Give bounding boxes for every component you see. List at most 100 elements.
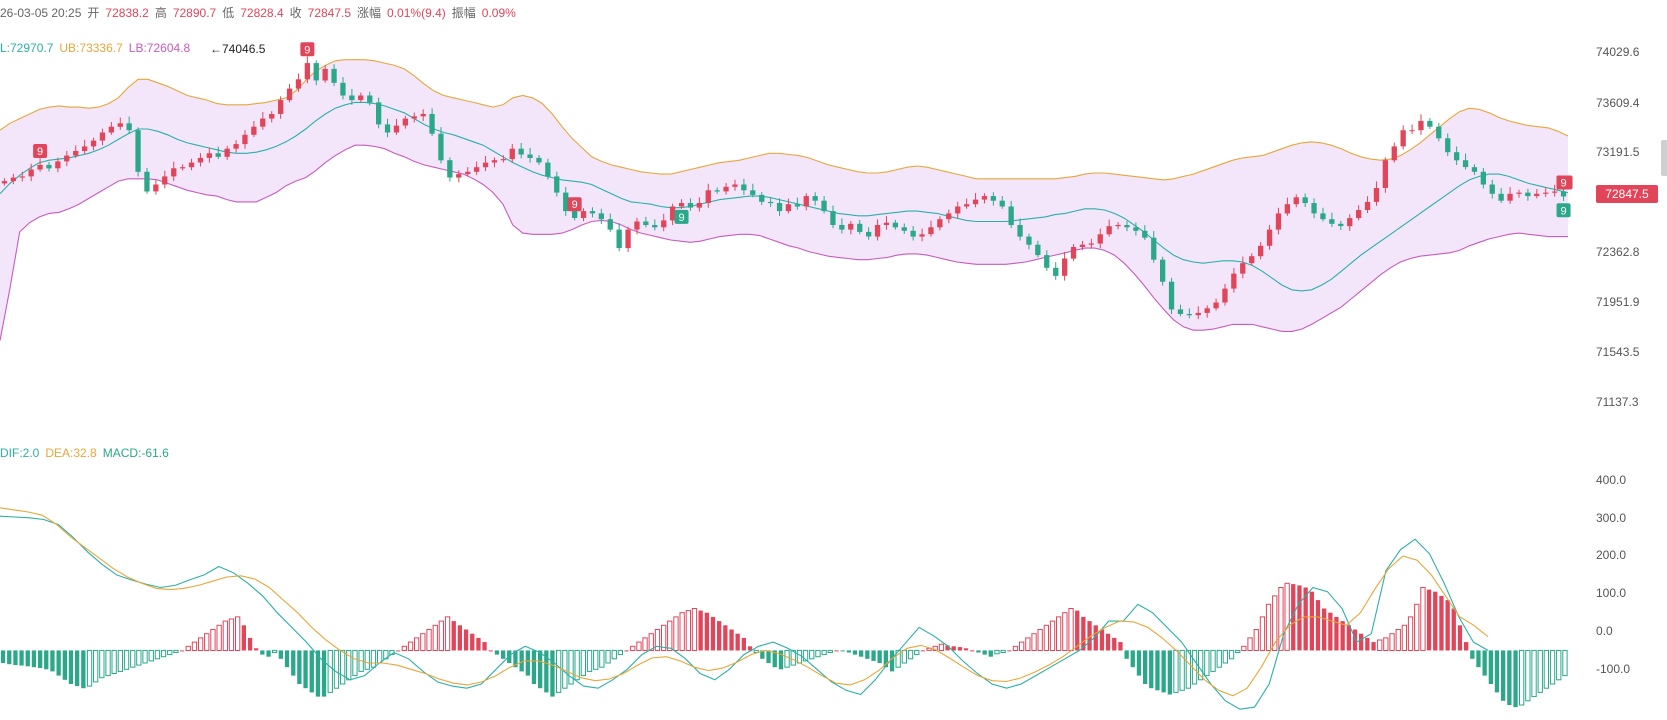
macd-histogram-bar	[661, 624, 667, 651]
macd-histogram-bar	[790, 649, 796, 666]
macd-histogram-bar	[1334, 616, 1339, 651]
candle-body	[1070, 247, 1077, 259]
candle-body	[1266, 229, 1273, 246]
macd-histogram-bar	[1439, 595, 1444, 651]
macd-histogram-bar	[173, 649, 179, 654]
macd-histogram-bar	[1007, 650, 1012, 652]
macd-histogram-bar	[260, 650, 265, 655]
macd-histogram-bar	[50, 650, 55, 672]
candle-body	[1471, 167, 1478, 172]
macd-histogram-bar	[698, 610, 703, 651]
macd-histogram-bar	[463, 629, 469, 651]
macd-histogram-bar	[1359, 633, 1364, 651]
candle-body	[162, 176, 168, 185]
marker-badge	[567, 197, 582, 212]
macd-histogram-bar	[1062, 612, 1068, 652]
candle-body	[144, 171, 150, 192]
macd-histogram-bar	[938, 643, 945, 652]
price-tick: 72362.8	[1596, 245, 1640, 259]
candle-body	[839, 225, 845, 230]
macd-histogram-bar	[685, 610, 692, 651]
macd-histogram-bar	[1019, 641, 1025, 651]
candle-body	[1436, 126, 1442, 139]
macd-histogram-bar	[297, 650, 302, 684]
macd-histogram-bar	[859, 650, 864, 657]
candle-body	[1427, 120, 1433, 127]
macd-histogram-bar	[1204, 649, 1210, 677]
candle-body	[1026, 236, 1032, 245]
macd-histogram-bar	[895, 649, 901, 668]
candle-body	[1525, 192, 1531, 197]
candle-body	[580, 211, 587, 218]
candle-body	[1347, 218, 1353, 227]
macd-histogram-bar	[877, 650, 882, 663]
macd-histogram-bar	[883, 650, 888, 668]
candle-body	[892, 222, 898, 228]
max-price-label: ←74046.5	[210, 42, 266, 56]
macd-histogram-bar	[538, 650, 543, 689]
macd-histogram-bar	[580, 649, 587, 677]
candle-body	[197, 157, 204, 163]
macd-histogram-bar	[426, 629, 432, 651]
macd-histogram-bar	[148, 649, 154, 662]
side-panel-handle[interactable]	[1661, 140, 1667, 176]
macd-histogram-bar	[1433, 591, 1438, 651]
candle-body	[1186, 314, 1192, 316]
candle-body	[1516, 192, 1522, 194]
candle-body	[188, 162, 195, 168]
candle-body	[1249, 256, 1255, 264]
candle-body	[794, 204, 800, 207]
macd-histogram-bar	[1401, 624, 1407, 651]
macd-histogram-bar	[753, 649, 759, 654]
macd-histogram-bar	[321, 650, 327, 697]
ohlc-amplitude-label: 振幅	[451, 6, 476, 20]
candle-body	[215, 153, 221, 157]
candle-body	[411, 116, 417, 119]
macd-histogram-bar	[315, 650, 321, 697]
candle-body	[171, 168, 177, 177]
macd-histogram-bar	[254, 648, 259, 651]
macd-histogram-bar	[957, 647, 963, 651]
macd-histogram-bar	[1420, 587, 1426, 651]
macd-histogram-bar	[1043, 624, 1049, 651]
candle-body	[286, 88, 293, 101]
ohlc-low-value: 72828.4	[240, 6, 284, 20]
candle-body	[90, 140, 97, 147]
candle-body	[1124, 225, 1130, 228]
candle-body	[1534, 193, 1540, 197]
ohlc-change-value: 0.01%(9.4)	[387, 6, 446, 20]
ohlc-close-value: 72847.5	[307, 6, 352, 20]
candle-body	[1133, 227, 1139, 231]
macd-histogram-bar	[679, 612, 685, 652]
candle-body	[1445, 138, 1451, 153]
macd-histogram-bar	[1099, 629, 1105, 651]
macd-histogram-bar	[470, 633, 475, 651]
ohlc-high-label: 高	[154, 6, 167, 20]
macd-histogram-bar	[951, 646, 956, 651]
candle-body	[1489, 184, 1495, 194]
macd-histogram-bar	[945, 645, 950, 651]
macd-histogram-bar	[809, 649, 815, 660]
macd-histogram-bar	[364, 649, 370, 670]
candle-body	[1329, 219, 1335, 224]
macd-histogram-bar	[642, 637, 648, 652]
macd-histogram-bar	[154, 649, 161, 660]
macd-histogram-bar	[56, 650, 61, 676]
macd-histogram-bar	[1464, 642, 1469, 651]
macd-histogram-bar	[1012, 645, 1019, 651]
macd-histogram-bar	[1056, 616, 1062, 652]
boll-upper-line	[0, 59, 1569, 181]
ohlc-high-value: 72890.7	[172, 6, 217, 20]
macd-tick: 0.0	[1596, 624, 1613, 638]
macd-histogram-bar	[976, 650, 981, 653]
macd-histogram-bar	[673, 616, 679, 652]
candle-body	[750, 190, 756, 195]
macd-histogram-bar	[1124, 650, 1129, 659]
macd-histogram-bar	[1241, 645, 1247, 651]
macd-histogram-bar	[1501, 650, 1506, 701]
macd-histogram-bar	[247, 637, 253, 651]
candle-body	[696, 203, 702, 208]
ohlc-open-label: 开	[87, 6, 100, 20]
candle-body	[545, 162, 551, 177]
macd-histogram-bar	[889, 650, 895, 672]
